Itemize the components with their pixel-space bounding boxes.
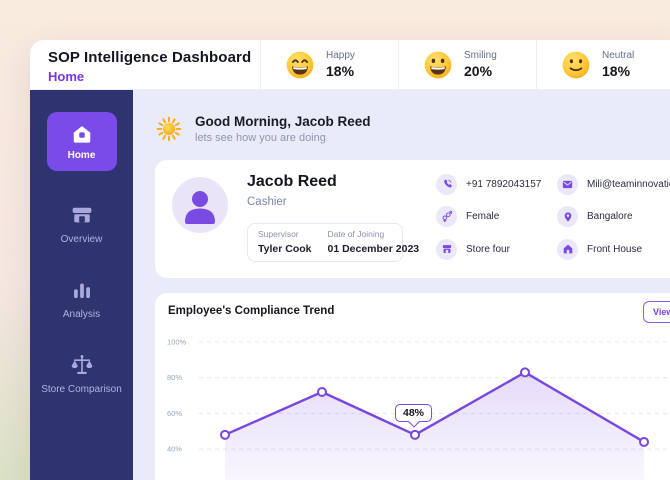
sidebar-item-label: Overview bbox=[60, 234, 103, 245]
app-header: SOP Intelligence Dashboard Home Happy 18 bbox=[30, 40, 670, 90]
contact-email-value: Mili@teaminnovatics.com bbox=[587, 178, 670, 190]
sidebar: Home Overview Analys bbox=[30, 90, 133, 480]
avatar bbox=[172, 177, 228, 233]
contact-department-value: Front House bbox=[587, 243, 643, 255]
breadcrumb: Home bbox=[48, 69, 85, 84]
neutral-emoji-icon bbox=[562, 51, 590, 78]
sidebar-item-home[interactable]: Home bbox=[46, 112, 117, 171]
contact-department: Front House bbox=[557, 237, 670, 261]
stat-value: 18% bbox=[602, 63, 631, 79]
stat-neutral: Neutral 18% bbox=[536, 40, 670, 89]
contact-store: Store four bbox=[436, 237, 557, 261]
svg-text:40%: 40% bbox=[167, 445, 182, 454]
stat-text: Smiling 20% bbox=[464, 50, 497, 79]
chart-tooltip: 48% bbox=[395, 403, 433, 422]
title-block: SOP Intelligence Dashboard Home bbox=[30, 40, 260, 89]
sidebar-item-store-comparison[interactable]: Store Comparison bbox=[30, 352, 133, 396]
stat-text: Neutral 18% bbox=[602, 50, 634, 79]
joining-field: Date of Joining 01 December 2023 bbox=[327, 229, 419, 256]
profile-name: Jacob Reed bbox=[247, 173, 337, 190]
contact-location-value: Bangalore bbox=[587, 211, 633, 222]
supervisor-label: Supervisor bbox=[258, 229, 299, 239]
app-title: SOP Intelligence Dashboard bbox=[48, 49, 252, 66]
scale-icon bbox=[71, 355, 92, 375]
stat-value: 18% bbox=[326, 63, 355, 79]
storefront-icon bbox=[72, 207, 91, 223]
sidebar-item-analysis[interactable]: Analysis bbox=[30, 277, 133, 321]
svg-text:80%: 80% bbox=[167, 373, 182, 382]
mail-icon bbox=[557, 173, 578, 195]
view-incidents-button[interactable]: View Incidents bbox=[643, 301, 670, 323]
sidebar-item-label: Home bbox=[67, 149, 96, 161]
supervisor-box: Supervisor Tyler Cook Date of Joining 01… bbox=[247, 223, 419, 262]
person-icon bbox=[185, 191, 215, 224]
compliance-trend-card: Employee's Compliance Trend View Inciden… bbox=[155, 293, 670, 480]
stat-value: 20% bbox=[464, 63, 493, 79]
profile-card: Jacob Reed Cashier Supervisor Tyler Cook… bbox=[155, 160, 670, 278]
store-icon bbox=[436, 238, 457, 260]
contact-gender-value: Female bbox=[466, 211, 500, 222]
greeting-text: Good Morning, Jacob Reed lets see how yo… bbox=[195, 114, 371, 144]
home-icon bbox=[73, 125, 90, 143]
contact-gender: Female bbox=[436, 205, 557, 229]
contact-location: Bangalore bbox=[557, 205, 670, 229]
supervisor-field: Supervisor Tyler Cook bbox=[258, 229, 311, 256]
stat-happy: Happy 18% bbox=[260, 40, 398, 89]
svg-text:60%: 60% bbox=[167, 409, 182, 418]
contact-grid: +91 7892043157 Mili@teaminnovatics.com bbox=[436, 172, 670, 261]
stat-label: Smiling bbox=[464, 50, 497, 61]
stat-text: Happy 18% bbox=[326, 50, 355, 79]
svg-text:100%: 100% bbox=[167, 338, 187, 347]
contact-phone-value: +91 7892043157 bbox=[466, 178, 542, 190]
sun-icon bbox=[156, 116, 182, 141]
sidebar-item-label: Store Comparison bbox=[41, 384, 122, 395]
app-window: SOP Intelligence Dashboard Home Happy 18 bbox=[30, 40, 670, 480]
gender-icon bbox=[436, 206, 457, 227]
greeting: Good Morning, Jacob Reed lets see how yo… bbox=[155, 112, 670, 145]
supervisor-value: Tyler Cook bbox=[258, 243, 312, 255]
contact-store-value: Store four bbox=[466, 243, 510, 255]
stat-label: Happy bbox=[326, 50, 355, 61]
trend-line-chart: 100% 80% 60% 40% bbox=[167, 338, 670, 480]
smiling-emoji-icon bbox=[424, 51, 452, 78]
stat-label: Neutral bbox=[602, 50, 635, 61]
body-row: Home Overview Analys bbox=[30, 90, 670, 480]
house-icon bbox=[557, 238, 578, 260]
contact-email: Mili@teaminnovatics.com bbox=[557, 172, 670, 196]
sidebar-item-overview[interactable]: Overview bbox=[30, 202, 133, 246]
happy-emoji-icon bbox=[286, 51, 314, 78]
greeting-subtitle: lets see how you are doing bbox=[195, 131, 326, 144]
phone-icon bbox=[436, 173, 457, 195]
contact-phone: +91 7892043157 bbox=[436, 172, 557, 196]
greeting-title: Good Morning, Jacob Reed bbox=[195, 113, 371, 129]
joining-value: 01 December 2023 bbox=[327, 243, 420, 255]
joining-label: Date of Joining bbox=[327, 229, 385, 239]
pin-icon bbox=[557, 206, 578, 227]
stat-smiling: Smiling 20% bbox=[398, 40, 536, 89]
chart-title: Employee's Compliance Trend bbox=[168, 305, 335, 317]
profile-role: Cashier bbox=[247, 196, 287, 208]
main-content: Good Morning, Jacob Reed lets see how yo… bbox=[133, 90, 670, 480]
bar-chart-icon bbox=[73, 283, 90, 299]
sidebar-item-label: Analysis bbox=[62, 309, 101, 320]
